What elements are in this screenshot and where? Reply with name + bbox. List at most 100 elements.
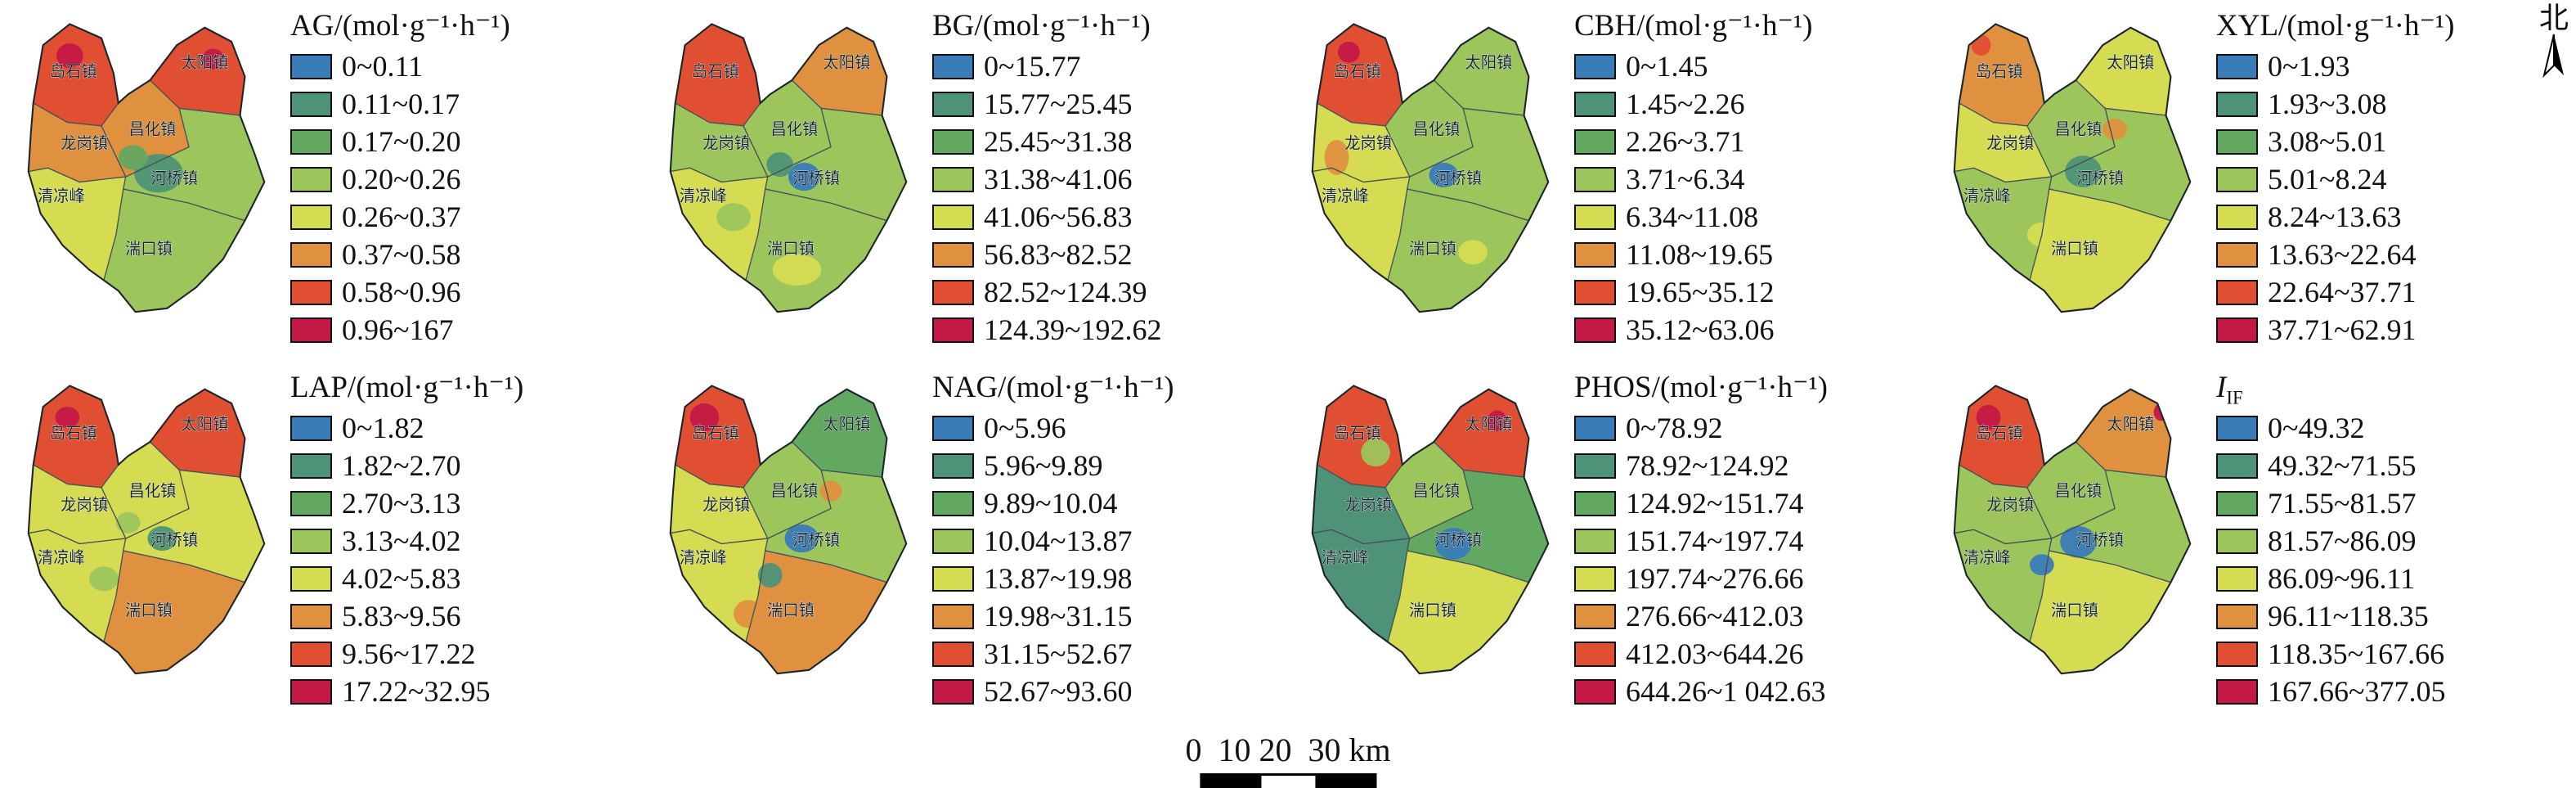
map-region-daoshi xyxy=(33,24,119,126)
legend-swatch xyxy=(932,54,974,80)
legend-item: 124.39~192.62 xyxy=(932,313,1161,348)
town-label-longgang: 龙岗镇 xyxy=(61,496,108,514)
legend-item: 5.01~8.24 xyxy=(2216,163,2454,197)
legend-range: 71.55~81.57 xyxy=(2268,486,2417,520)
map-region-longgang xyxy=(1954,464,2052,544)
legend-item: 151.74~197.74 xyxy=(1574,525,1828,559)
legend-swatch xyxy=(290,453,332,480)
map-patch xyxy=(2065,155,2102,187)
map-outline xyxy=(27,385,266,675)
town-label-taiyang: 太阳镇 xyxy=(181,416,228,434)
town-label-tuankou: 湍口镇 xyxy=(767,240,815,258)
map-region-daoshi xyxy=(33,385,119,488)
legend-range: 276.66~412.03 xyxy=(1626,599,1804,633)
legend-item: 1.82~2.70 xyxy=(290,449,523,484)
legend-item: 19.65~35.12 xyxy=(1574,276,1812,310)
legend-item: 49.32~71.55 xyxy=(2216,449,2445,484)
town-label-tuankou: 湍口镇 xyxy=(125,601,173,619)
map-patch xyxy=(1458,240,1488,265)
map-outline xyxy=(1953,23,2192,313)
town-label-changhua: 昌化镇 xyxy=(128,482,176,500)
town-label-longgang: 龙岗镇 xyxy=(1986,496,2034,514)
region-fills xyxy=(670,24,907,313)
legend-swatch xyxy=(290,491,332,517)
legend-range: 0~49.32 xyxy=(2268,411,2365,444)
legend-item: 31.15~52.67 xyxy=(932,637,1174,672)
legend-item: 4.02~5.83 xyxy=(290,562,523,597)
legend-item: 78.92~124.92 xyxy=(1574,449,1828,484)
map-region-longgang xyxy=(28,464,126,544)
legend-swatch xyxy=(290,416,332,442)
map-region-qingliangfeng xyxy=(1954,529,2052,642)
legend-swatch xyxy=(1574,566,1616,592)
legend-title-cbh: CBH/(mol·g⁻¹·h⁻¹) xyxy=(1574,9,1812,47)
legend-item: 9.56~17.22 xyxy=(290,637,523,672)
legend-swatch xyxy=(932,604,974,630)
legend-range: 78.92~124.92 xyxy=(1626,448,1789,482)
legend-swatch xyxy=(2216,529,2258,555)
map-region-changhua xyxy=(2026,80,2116,178)
legend-title-nag: NAG/(mol·g⁻¹·h⁻¹) xyxy=(932,371,1174,408)
map-region-qingliangfeng xyxy=(1312,529,1410,642)
map-patch xyxy=(1434,528,1472,560)
legend-item: 2.26~3.71 xyxy=(1574,125,1812,160)
legend-range: 31.15~52.67 xyxy=(984,637,1133,670)
legend-swatch xyxy=(2216,317,2258,344)
legend-swatch xyxy=(1574,453,1616,480)
legend-item: 0~15.77 xyxy=(932,50,1161,84)
scale-bar-segment xyxy=(1317,773,1376,788)
town-label-longgang: 龙岗镇 xyxy=(61,134,108,152)
legend-swatch xyxy=(1574,529,1616,555)
legend-title-name: AG xyxy=(290,9,334,43)
region-fills xyxy=(28,385,265,674)
legend-range: 86.09~96.11 xyxy=(2268,561,2416,595)
legend-item: 3.71~6.34 xyxy=(1574,163,1812,197)
map-region-changhua xyxy=(743,80,832,178)
legend-item: 644.26~1 042.63 xyxy=(1574,675,1828,709)
town-label-changhua: 昌化镇 xyxy=(770,482,818,500)
map-region-longgang xyxy=(670,102,768,182)
legend-item: 71.55~81.57 xyxy=(2216,487,2445,521)
legend-item: 0~78.92 xyxy=(1574,412,1828,446)
map-patch xyxy=(147,526,177,552)
map-patch xyxy=(716,203,751,232)
legend-title-unit: /(mol·g⁻¹·h⁻¹) xyxy=(334,9,510,43)
town-label-qingliangfeng: 清凉峰 xyxy=(38,549,85,567)
north-indicator: 北 xyxy=(2538,3,2569,84)
town-label-heqiao: 河桥镇 xyxy=(1434,169,1482,187)
map-patch xyxy=(202,48,225,70)
map-region-longgang xyxy=(1954,102,2052,182)
legend-range: 5.01~8.24 xyxy=(2268,162,2387,196)
legend-swatch xyxy=(290,167,332,193)
town-label-daoshi: 岛石镇 xyxy=(692,425,739,443)
legend-item: 82.52~124.39 xyxy=(932,276,1161,310)
map-outline xyxy=(1311,385,1550,675)
legend-swatch xyxy=(2216,491,2258,517)
legend-swatch xyxy=(1574,242,1616,268)
map-patches xyxy=(55,407,177,592)
map-patch xyxy=(2103,119,2127,140)
region-fills xyxy=(1954,385,2191,674)
legend-swatch xyxy=(932,92,974,118)
town-label-changhua: 昌化镇 xyxy=(1412,482,1460,500)
map-region-changhua xyxy=(743,442,832,539)
map-patch xyxy=(56,43,83,69)
legend-item: 6.34~11.08 xyxy=(1574,200,1812,235)
legend-item: 10.04~13.87 xyxy=(932,525,1174,559)
map-patch xyxy=(784,524,819,553)
legend-range: 52.67~93.60 xyxy=(984,674,1133,708)
legend-range: 3.71~6.34 xyxy=(1626,162,1745,196)
north-label: 北 xyxy=(2538,2,2569,34)
legend-range: 644.26~1 042.63 xyxy=(1626,674,1826,708)
legend-swatch xyxy=(1574,491,1616,517)
town-label-heqiao: 河桥镇 xyxy=(792,169,840,187)
legend-range: 8.24~13.63 xyxy=(2268,200,2402,233)
legend-title-iif: IIF xyxy=(2216,371,2445,408)
legend-item: 2.70~3.13 xyxy=(290,487,523,521)
legend-item: 0.17~0.20 xyxy=(290,125,510,160)
legend-item: 11.08~19.65 xyxy=(1574,238,1812,272)
legend-swatch xyxy=(290,529,332,555)
map-panel-nag: 岛石镇 太阳镇 龙岗镇 昌化镇 清凉峰 河桥镇 湍口镇 NAG/(mol·g⁻¹·h⁻¹) 0~… xyxy=(648,362,1290,723)
legend-range: 11.08~19.65 xyxy=(1626,237,1774,271)
map-region-qingliangfeng xyxy=(1312,168,1410,281)
